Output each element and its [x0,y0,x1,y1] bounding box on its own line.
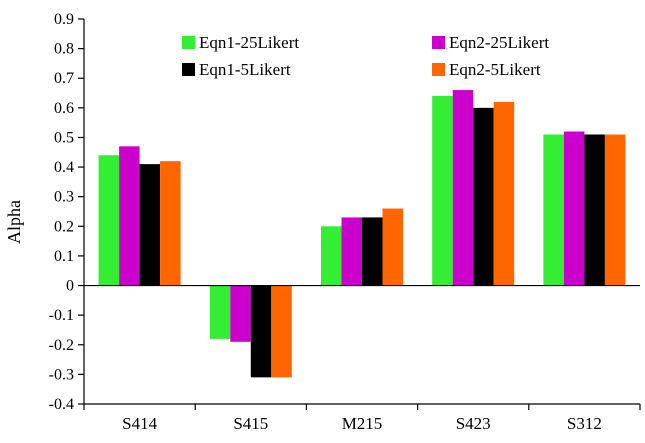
bar-eqn2-25likert-s312 [563,131,585,286]
bar-eqn1-25likert-m215 [321,226,342,286]
y-tick-label: 0.1 [54,248,74,265]
y-tick-label: 0.7 [54,70,74,87]
legend-swatch [182,36,195,49]
y-tick-label: 0.6 [54,100,74,117]
y-ticks: 0.9 0.8 0.7 0.6 0.5 0.4 0.3 0.2 0.1 0 -0.1 -0.2 -0.3… [49,11,84,413]
y-axis-title: Alpha [4,200,24,244]
y-tick-label: -0.4 [49,396,74,413]
bar-eqn1-5likert-s423 [473,107,494,286]
legend-label: Eqn1-5Likert [199,60,291,79]
x-category-label: M215 [342,414,383,433]
bar-eqn1-5likert-s414 [139,164,161,286]
bar-eqn1-25likert-s312 [543,134,564,286]
bar-eqn2-5likert-s312 [604,134,626,286]
y-tick-label: 0 [66,278,74,295]
legend-label: Eqn2-25Likert [449,33,549,52]
bar-eqn2-5likert-s423 [493,101,515,286]
bar-eqn1-5likert-m215 [362,217,383,286]
bar-eqn1-5likert-s415 [250,285,272,378]
bar-eqn2-5likert-s414 [160,161,181,286]
y-tick-label: 0.9 [54,11,74,28]
bar-eqn1-25likert-s423 [432,96,453,286]
y-tick-label: 0.3 [54,189,74,206]
y-tick-label: 0.4 [54,159,74,176]
y-tick-label: -0.2 [49,337,74,354]
bar-eqn2-25likert-m215 [341,217,362,286]
bar-eqn1-25likert-s415 [209,285,231,339]
legend-label: Eqn1-25Likert [199,33,299,52]
bar-eqn1-25likert-s414 [98,155,120,286]
y-tick-label: 0.5 [54,129,74,146]
x-category-label: S312 [567,414,602,433]
bar-eqn2-25likert-s414 [119,146,140,286]
bar-eqn1-5likert-s312 [584,134,605,286]
x-category-label: S415 [233,414,268,433]
legend-swatch [432,63,445,76]
y-tick-label: -0.1 [49,307,74,324]
bar-eqn2-25likert-s423 [452,90,474,286]
x-category-label: S414 [122,414,157,433]
bars [98,90,626,378]
bar-eqn2-5likert-s415 [271,285,292,378]
x-category-label: S423 [456,414,491,433]
legend-swatch [432,36,445,49]
x-categories: S414 S415 M215 S423 S312 [83,404,641,433]
y-tick-label: 0.8 [54,41,74,58]
bar-eqn2-5likert-m215 [382,208,403,286]
legend-swatch [182,63,195,76]
legend: Eqn1-25Likert Eqn2-25Likert Eqn1-5Likert Eq… [182,33,549,79]
axes [83,19,640,405]
y-tick-label: 0.2 [54,218,74,235]
bar-eqn2-25likert-s415 [230,285,251,342]
legend-label: Eqn2-5Likert [449,60,541,79]
y-tick-label: -0.3 [49,366,74,383]
